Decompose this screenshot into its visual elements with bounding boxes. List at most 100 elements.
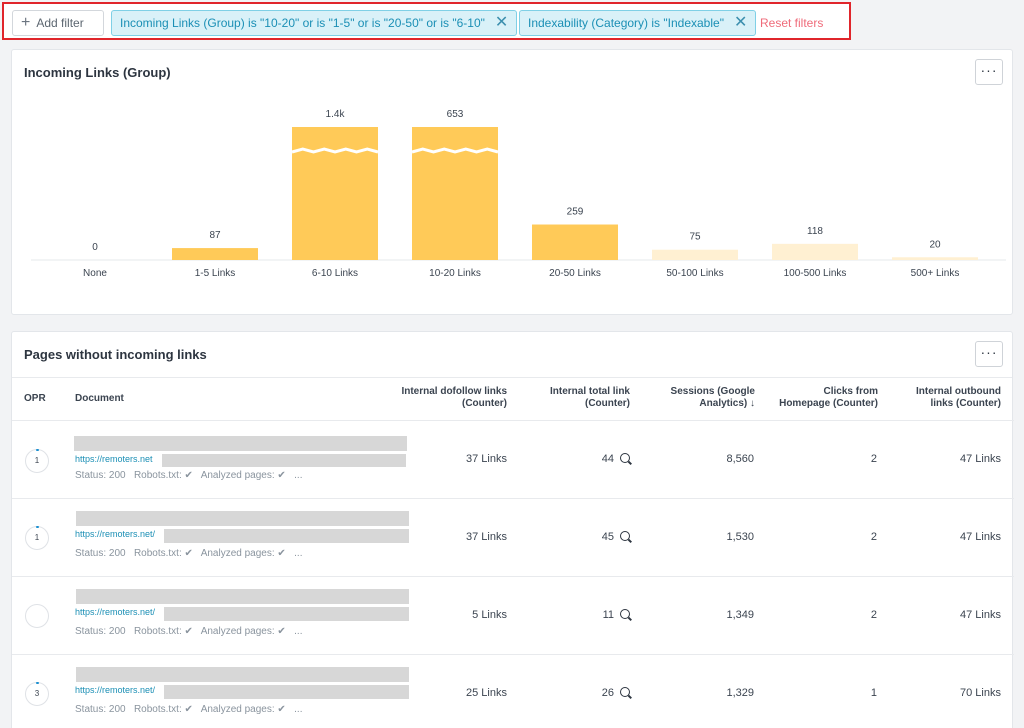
chart-data-label: 118 [807, 226, 823, 237]
add-filter-button[interactable]: + Add filter [12, 10, 104, 36]
document-status: Status: 200 Robots.txt: ✔ Analyzed pages… [75, 470, 303, 481]
filter-chip-indexability[interactable]: Indexability (Category) is "Indexable" ✕ [519, 10, 757, 36]
col-header-clicks[interactable]: Clicks from Homepage (Counter) [767, 386, 878, 410]
col-header-line: Homepage (Counter) [779, 398, 878, 409]
redacted-title [74, 436, 407, 451]
close-icon[interactable]: ✕ [733, 14, 748, 31]
table-row[interactable]: https://remoters.net/ Status: 200 Robots… [12, 576, 1014, 654]
sessions-cell: 8,560 [726, 453, 754, 465]
sessions-cell: 1,530 [726, 531, 754, 543]
chart-category-label: None [83, 268, 107, 279]
more-info-link[interactable]: ... [294, 626, 303, 637]
chart-category-label: 500+ Links [911, 268, 960, 279]
document-url[interactable]: https://remoters.net/ [75, 685, 156, 695]
col-header-line: Analytics) ↓ [699, 398, 755, 409]
chart-category-label: 20-50 Links [549, 268, 601, 279]
total-value: 26 [601, 687, 614, 699]
search-icon[interactable] [620, 453, 630, 463]
col-header-line: links (Counter) [930, 398, 1001, 409]
chart-axis-break [411, 147, 499, 154]
document-url[interactable]: https://remoters.net/ [75, 529, 156, 539]
add-filter-label: Add filter [36, 16, 84, 30]
redacted-url [162, 454, 406, 467]
close-icon[interactable]: ✕ [494, 14, 509, 31]
chart-bar [292, 127, 378, 260]
outbound-cell: 47 Links [960, 531, 1001, 543]
clicks-cell: 2 [870, 453, 877, 465]
more-info-link[interactable]: ... [294, 704, 303, 715]
chart-axis-break [291, 147, 379, 154]
opr-indicator: 1 [25, 526, 49, 550]
filter-chip-incoming-links[interactable]: Incoming Links (Group) is "10-20" or is … [111, 10, 518, 36]
analyzed-text: Analyzed pages: ✔ [200, 704, 286, 715]
col-header-document[interactable]: Document [75, 393, 124, 404]
robots-text: Robots.txt: ✔ [133, 470, 193, 481]
col-header-line: (Counter) [462, 398, 507, 409]
chart-category-label: 6-10 Links [312, 268, 358, 279]
col-header-line: Internal outbound [916, 386, 1001, 397]
search-icon[interactable] [620, 609, 630, 619]
total-cell: 45 [552, 531, 630, 543]
chart-data-label: 87 [209, 230, 221, 241]
opr-value: 1 [34, 533, 40, 542]
opr-indicator: 3 [25, 682, 49, 706]
more-options-button[interactable]: ··· [975, 341, 1003, 367]
chart-bar [772, 243, 858, 260]
document-url[interactable]: https://remoters.net/ [75, 607, 156, 617]
status-text: Status: 200 [75, 704, 126, 715]
robots-text: Robots.txt: ✔ [133, 626, 193, 637]
clicks-cell: 2 [870, 531, 877, 543]
redacted-title [76, 589, 409, 604]
chart-category-label: 50-100 Links [666, 268, 723, 279]
total-cell: 44 [552, 453, 630, 465]
table-row[interactable]: 1 https://remoters.net Status: 200 Robot… [12, 420, 1014, 498]
card-title: Incoming Links (Group) [24, 65, 171, 80]
filter-chip-label: Incoming Links (Group) is "10-20" or is … [120, 16, 485, 30]
total-value: 45 [601, 531, 614, 543]
sessions-cell: 1,349 [726, 609, 754, 621]
col-header-line: Sessions (Google [670, 386, 755, 397]
card-title: Pages without incoming links [24, 347, 207, 362]
more-info-link[interactable]: ... [294, 470, 303, 481]
dofollow-cell: 37 Links [466, 453, 507, 465]
clicks-cell: 1 [870, 687, 877, 699]
redacted-url [164, 529, 409, 543]
table-row[interactable]: 3 https://remoters.net/ Status: 200 Robo… [12, 654, 1014, 728]
analyzed-text: Analyzed pages: ✔ [200, 626, 286, 637]
redacted-title [76, 667, 409, 682]
outbound-cell: 70 Links [960, 687, 1001, 699]
table-card: Pages without incoming links ··· OPR Doc… [11, 331, 1014, 728]
col-header-line: Clicks from [823, 386, 878, 397]
chart-category-label: 10-20 Links [429, 268, 481, 279]
sessions-cell: 1,329 [726, 687, 754, 699]
col-header-sessions[interactable]: Sessions (Google Analytics) ↓ [652, 386, 755, 410]
col-header-dofollow[interactable]: Internal dofollow links (Counter) [392, 386, 507, 410]
dofollow-cell: 37 Links [466, 531, 507, 543]
opr-indicator [25, 604, 49, 628]
col-header-total[interactable]: Internal total link (Counter) [527, 386, 630, 410]
table-row[interactable]: 1 https://remoters.net/ Status: 200 Robo… [12, 498, 1014, 576]
analyzed-text: Analyzed pages: ✔ [200, 548, 286, 559]
opr-value: 3 [34, 689, 40, 698]
dofollow-cell: 25 Links [466, 687, 507, 699]
more-info-link[interactable]: ... [294, 548, 303, 559]
opr-value: 1 [34, 456, 40, 465]
document-status: Status: 200 Robots.txt: ✔ Analyzed pages… [75, 704, 303, 715]
chart-data-label: 0 [92, 242, 98, 253]
clicks-cell: 2 [870, 609, 877, 621]
search-icon[interactable] [620, 687, 630, 697]
chart-data-label: 653 [447, 109, 464, 120]
reset-filters-link[interactable]: Reset filters [760, 16, 824, 30]
document-status: Status: 200 Robots.txt: ✔ Analyzed pages… [75, 548, 303, 559]
chart-card: Incoming Links (Group) ··· 0 None 87 1-5 Li… [11, 49, 1013, 315]
col-header-outbound[interactable]: Internal outbound links (Counter) [892, 386, 1001, 410]
dofollow-cell: 5 Links [472, 609, 507, 621]
total-value: 44 [601, 453, 614, 465]
more-options-button[interactable]: ··· [975, 59, 1003, 85]
search-icon[interactable] [620, 531, 630, 541]
chart-data-label: 20 [929, 239, 941, 250]
chart-category-label: 100-500 Links [784, 268, 847, 279]
chart-data-label: 75 [689, 232, 701, 243]
col-header-opr[interactable]: OPR [24, 393, 46, 404]
document-url[interactable]: https://remoters.net [75, 454, 153, 464]
